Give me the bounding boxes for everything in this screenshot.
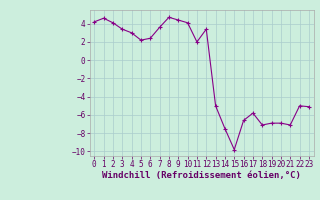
X-axis label: Windchill (Refroidissement éolien,°C): Windchill (Refroidissement éolien,°C) — [102, 171, 301, 180]
